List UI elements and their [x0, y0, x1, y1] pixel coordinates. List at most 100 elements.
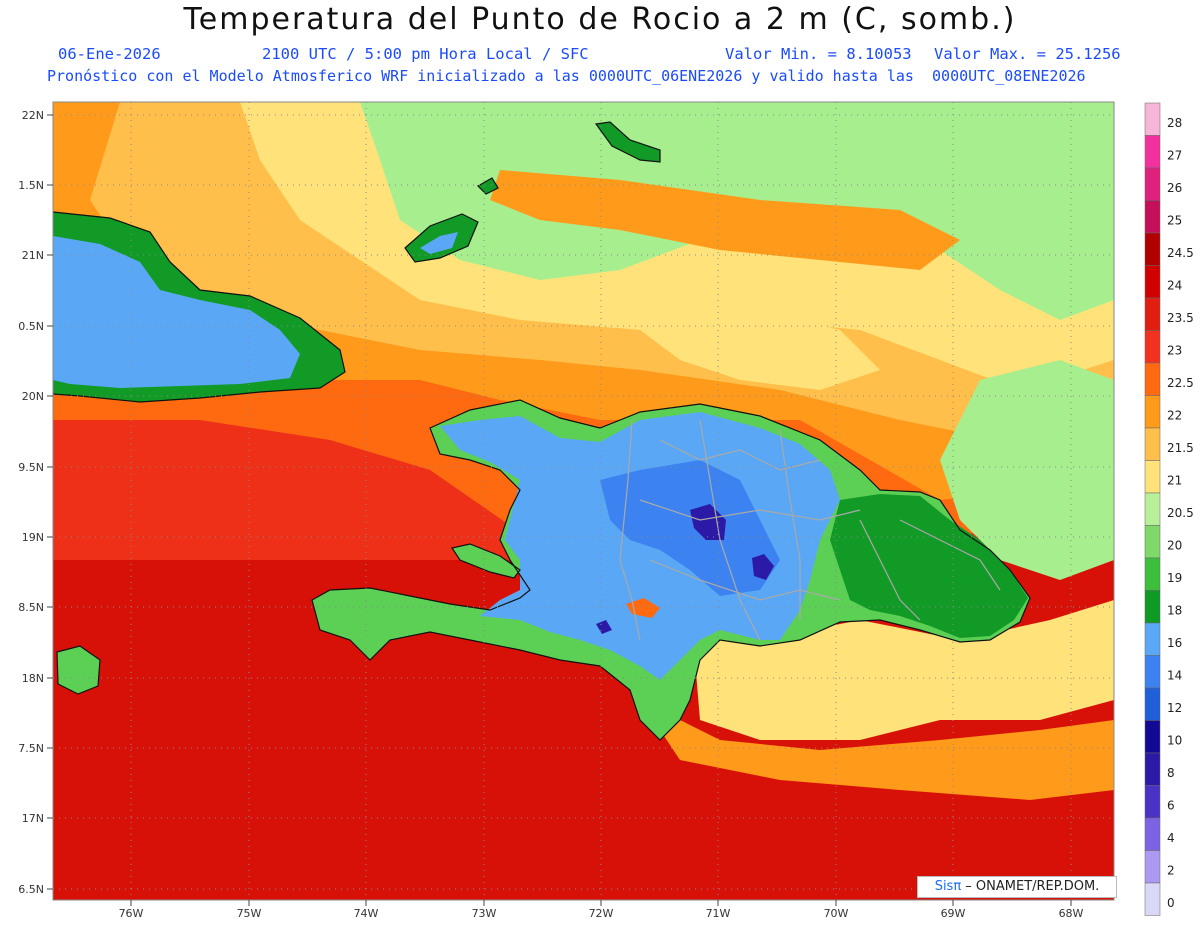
colorbar-label: 21.5 [1167, 441, 1194, 455]
time-label: 2100 UTC / 5:00 pm Hora Local / SFC [262, 45, 589, 63]
land-hisp-darkblue [600, 460, 780, 596]
colorbar-swatch [1144, 330, 1161, 364]
land-jamaica [57, 646, 100, 694]
colorbar-swatch [1144, 167, 1161, 201]
longitude-label: 75W [237, 907, 262, 920]
colorbar-label: 10 [1167, 734, 1182, 748]
latitude-labels: 22N 1.5N 21N 0.5N 20N 9.5N 19N 8.5N 18N 7.5N 17N 6.… [18, 109, 53, 896]
colorbar-swatch [1144, 557, 1161, 591]
date-label: 06-Ene-2026 [58, 45, 161, 63]
colorbar-label: 20.5 [1167, 506, 1194, 520]
colorbar-swatch [1144, 655, 1161, 689]
field-yellow-patch [640, 300, 880, 390]
colorbar-label: 25 [1167, 214, 1182, 228]
colorbar-swatch [1144, 785, 1161, 819]
latitude-label: 22N [22, 109, 44, 122]
model-info-line: Pronóstico con el Modelo Atmosferico WRF… [47, 67, 1086, 85]
latitude-label: 0.5N [18, 320, 44, 333]
colorbar-label: 23.5 [1167, 311, 1194, 325]
longitude-label: 69W [941, 907, 966, 920]
colorbar: 28 27 26 25 24.5 2 4 23.5 23 22.5 22 21.5 21 20.5 20 19… [1144, 102, 1194, 916]
colorbar-swatch [1144, 752, 1161, 786]
longitude-label: 70W [824, 907, 849, 920]
colorbar-label: 24.5 [1167, 246, 1194, 260]
colorbar-swatch [1144, 362, 1161, 396]
land-island-2 [596, 122, 660, 162]
province-borders [619, 419, 1001, 641]
colorbar-swatch [1144, 135, 1161, 169]
grid-lines [53, 102, 1114, 900]
max-value-label: Valor Max. = 25.1256 [934, 45, 1121, 63]
shaded-field [53, 102, 1114, 900]
field-orange-north [490, 170, 960, 270]
land-hisp-navy3 [596, 620, 612, 634]
colorbar-swatch [1144, 882, 1161, 916]
colorbar-swatch [1144, 817, 1161, 851]
land-hisp-navy2 [752, 554, 774, 580]
colorbar-label: 4 [1167, 831, 1175, 845]
colorbar-swatch [1144, 102, 1161, 136]
longitude-label: 74W [354, 907, 379, 920]
longitude-label: 73W [472, 907, 497, 920]
colorbar-swatch [1144, 622, 1161, 656]
colorbar-swatch [1144, 232, 1161, 266]
map-title: Temperatura del Punto de Rocio a 2 m (C,… [183, 2, 1017, 37]
longitude-label: 71W [706, 907, 731, 920]
colorbar-swatch [1144, 525, 1161, 559]
longitude-label: 72W [589, 907, 614, 920]
colorbar-label: 6 [1167, 799, 1175, 813]
latitude-label: 7.5N [18, 742, 44, 755]
credit-box: Sisπ – ONAMET/REP.DOM. [917, 876, 1117, 898]
latitude-label: 19N [22, 531, 44, 544]
colorbar-swatch [1144, 200, 1161, 234]
field-orange-south [640, 700, 1114, 800]
colorbar-label: 16 [1167, 636, 1182, 650]
colorbar-label: 12 [1167, 701, 1182, 715]
colorbar-label: 22 [1167, 409, 1182, 423]
colorbar-swatch [1144, 492, 1161, 526]
latitude-label: 1.5N [18, 179, 44, 192]
latitude-label: 17N [22, 812, 44, 825]
colorbar-label: 0 [1167, 896, 1175, 910]
longitude-label: 76W [119, 907, 144, 920]
colorbar-swatch [1144, 265, 1161, 299]
land-hisp-navy1 [690, 504, 726, 540]
colorbar-label: 22.5 [1167, 376, 1194, 390]
land-gonave [452, 544, 520, 578]
latitude-label: 18N [22, 672, 44, 685]
colorbar-label: 19 [1167, 571, 1182, 585]
credit-text: – ONAMET/REP.DOM. [961, 879, 1100, 894]
land-hisp-blue [440, 412, 840, 680]
colorbar-swatch [1144, 850, 1161, 884]
colorbar-swatch [1144, 460, 1161, 494]
colorbar-label: 27 [1167, 149, 1182, 163]
colorbar-label: 26 [1167, 181, 1182, 195]
colorbar-swatch [1144, 427, 1161, 461]
plot-frame [52, 101, 1115, 901]
colorbar-label: 14 [1167, 669, 1182, 683]
colorbar-label: 28 [1167, 116, 1182, 130]
sis-logo-text: Sisπ [934, 879, 962, 894]
min-value-label: Valor Min. = 8.10053 [725, 45, 912, 63]
longitude-label: 68W [1059, 907, 1084, 920]
colorbar-label: 18 [1167, 604, 1182, 618]
longitude-labels: 76W 75W 74W 73W 72W 71W 70W 69W 68W [119, 900, 1084, 920]
colorbar-swatch [1144, 395, 1161, 429]
latitude-label: 20N [22, 390, 44, 403]
colorbar-swatch [1144, 297, 1161, 331]
latitude-label: 6.5N [18, 883, 44, 896]
colorbar-swatch [1144, 720, 1161, 754]
colorbar-label: 20 [1167, 539, 1182, 553]
latitude-label: 8.5N [18, 601, 44, 614]
latitude-label: 9.5N [18, 461, 44, 474]
colorbar-label: 23 [1167, 344, 1182, 358]
land-island-1b [420, 232, 458, 254]
colorbar-swatch [1144, 687, 1161, 721]
colorbar-label: 21 [1167, 474, 1182, 488]
land-east-darkgreen [830, 494, 1028, 638]
colorbar-label: 2 [1167, 864, 1175, 878]
colorbar-swatch [1144, 590, 1161, 624]
land-cuba-blue [53, 236, 300, 388]
latitude-label: 21N [22, 249, 44, 262]
